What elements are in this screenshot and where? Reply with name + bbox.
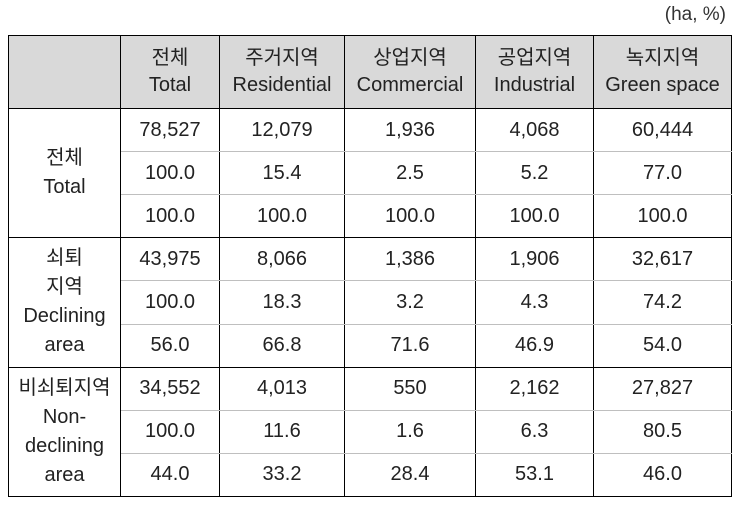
column-header-en: Industrial [493,74,576,96]
table-cell: 46.0 [593,452,732,498]
unit-note: (ha, %) [664,4,726,25]
column-header-ko: 상업지역 [373,47,447,69]
table-cell: 550 [344,366,476,411]
table-cell: 100.0 [120,151,220,196]
table-cell: 27,827 [593,366,732,411]
table-cell: 78,527 [120,107,220,153]
row-label-line: Total [43,176,86,199]
column-header-ko: 공업지역 [497,47,572,69]
table-cell: 100.0 [120,280,220,325]
row-group-label-non-declining: 비쇠퇴지역 Non- declining area [8,366,121,498]
column-header-green-space: 녹지지역 Green space [593,35,732,109]
table-cell: 32,617 [593,237,732,282]
table-cell: 4.3 [475,280,594,325]
table-cell: 100.0 [120,194,220,239]
table-cell: 80.5 [593,409,732,454]
row-group-label-declining: 쇠퇴 지역 Declining area [8,237,121,368]
column-header-en: Commercial [356,74,464,96]
table-cell: 71.6 [344,323,476,368]
column-header-ko: 주거지역 [245,47,319,69]
table-cell: 1,386 [344,237,476,282]
table-cell: 34,552 [120,366,220,411]
row-label-line: 지역 [46,276,83,299]
table-cell: 3.2 [344,280,476,325]
table-cell: 100.0 [475,194,594,239]
row-label-line: Non- [42,405,87,428]
table-cell: 11.6 [219,409,345,454]
table-cell: 5.2 [475,151,594,196]
table-cell: 46.9 [475,323,594,368]
table-cell: 15.4 [219,151,345,196]
table-cell: 100.0 [593,194,732,239]
table-cell: 1,936 [344,107,476,153]
table-cell: 2,162 [475,366,594,411]
table-row: 100.0 11.6 1.6 6.3 80.5 [9,409,732,454]
table-cell: 100.0 [120,409,220,454]
column-header-industrial: 공업지역 Industrial [475,35,594,109]
table-cell: 18.3 [219,280,345,325]
column-header-ko: 전체 [151,47,189,69]
table-cell: 28.4 [344,452,476,498]
column-header-commercial: 상업지역 Commercial [344,35,476,109]
table-cell: 44.0 [120,452,220,498]
table-cell: 43,975 [120,237,220,282]
land-use-table: 전체 Total 주거지역 Residential 상업지역 Commercial 공… [8,35,732,498]
table-row: 100.0 15.4 2.5 5.2 77.0 [9,151,732,196]
column-header-total: 전체 Total [120,35,220,109]
row-label-line: Declining [23,305,106,328]
table-cell: 66.8 [219,323,345,368]
table-cell: 12,079 [219,107,345,153]
table-header-row: 전체 Total 주거지역 Residential 상업지역 Commercial 공… [8,35,732,109]
table-cell: 74.2 [593,280,732,325]
table-cell: 100.0 [219,194,345,239]
row-label-line: declining [25,434,104,457]
table-row: 100.0 18.3 3.2 4.3 74.2 [9,280,732,325]
table-cell: 2.5 [344,151,476,196]
table-row: 쇠퇴 지역 Declining area 43,975 8,066 1,386 … [8,237,732,368]
table-cell: 8,066 [219,237,345,282]
row-label-line: 전체 [46,147,83,170]
table-cell: 6.3 [475,409,594,454]
table-row: 100.0 100.0 100.0 100.0 100.0 [9,194,732,239]
table-cell: 56.0 [120,323,220,368]
row-label-line: 비쇠퇴지역 [18,376,111,399]
table-cell: 1,906 [475,237,594,282]
table-row: 56.0 66.8 71.6 46.9 54.0 [9,323,732,368]
table-cell: 4,013 [219,366,345,411]
corner-cell [8,35,121,109]
table-cell: 53.1 [475,452,594,498]
table-cell: 1.6 [344,409,476,454]
table-cell: 33.2 [219,452,345,498]
table-cell: 4,068 [475,107,594,153]
column-header-ko: 녹지지역 [625,47,700,69]
row-label-line: area [44,463,85,486]
table-row: 비쇠퇴지역 Non- declining area 34,552 4,013 5… [8,366,732,498]
table-cell: 100.0 [344,194,476,239]
column-header-en: Green space [605,74,720,96]
column-header-en: Total [148,74,192,96]
column-header-en: Residential [232,74,332,96]
row-label-line: area [44,334,85,357]
table-cell: 60,444 [593,107,732,153]
table-row: 전체 Total 78,527 12,079 1,936 4,068 60,44… [8,107,732,239]
column-header-residential: 주거지역 Residential [219,35,345,109]
table-cell: 77.0 [593,151,732,196]
table-row: 44.0 33.2 28.4 53.1 46.0 [9,452,732,498]
row-label-line: 쇠퇴 [46,247,83,270]
table-cell: 54.0 [593,323,732,368]
row-group-label-total: 전체 Total [8,107,121,239]
